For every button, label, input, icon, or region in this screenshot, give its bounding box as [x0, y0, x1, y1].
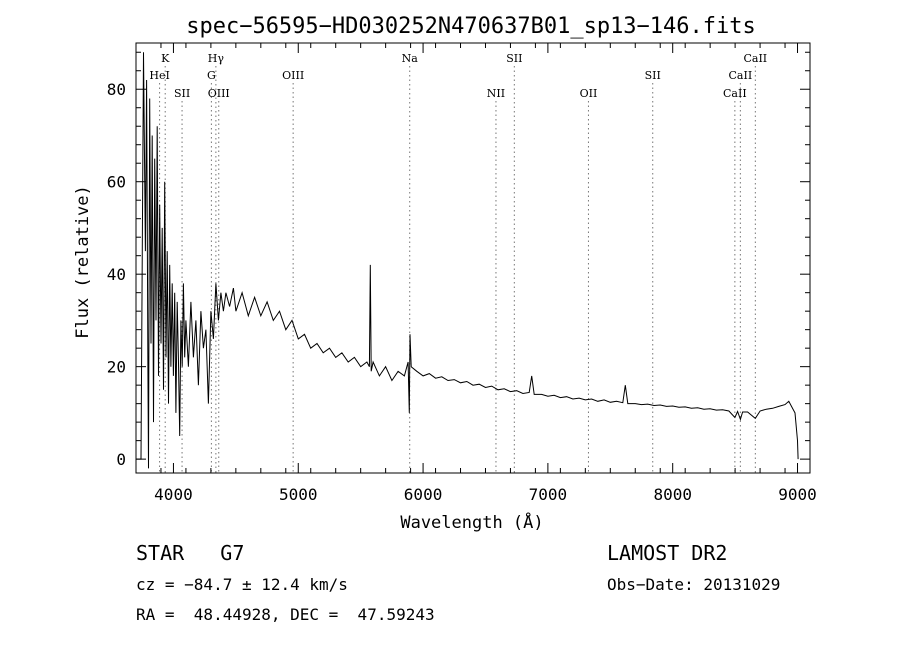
x-tick-label: 6000: [404, 485, 443, 504]
observation-date: Obs−Date: 20131029: [607, 575, 781, 594]
x-tick-label: 5000: [279, 485, 318, 504]
line-marker-label: OIII: [282, 69, 304, 82]
y-tick-label: 40: [107, 265, 126, 284]
spectrum-line: [136, 52, 799, 469]
line-marker-label: Hγ: [208, 52, 225, 65]
line-marker-label: NII: [487, 87, 505, 100]
x-tick-label: 8000: [653, 485, 692, 504]
y-axis-label: Flux (relative): [73, 185, 93, 339]
line-marker-label: Na: [402, 52, 419, 65]
line-marker-label: HeI: [149, 69, 169, 82]
x-tick-label: 9000: [778, 485, 817, 504]
object-subclass: G7: [220, 541, 245, 565]
y-tick-label: 60: [107, 173, 126, 192]
chart-title: spec−56595−HD030252N470637B01_sp13−146.f…: [186, 14, 756, 39]
redshift-velocity: cz = −84.7 ± 12.4 km/s: [136, 575, 348, 594]
object-class: STAR: [136, 541, 185, 565]
line-marker-label: SII: [174, 87, 190, 100]
line-marker-label: OIII: [208, 87, 230, 100]
plot-frame: [135, 42, 811, 474]
x-tick-label: 7000: [529, 485, 568, 504]
line-marker-label: G: [207, 69, 216, 82]
line-marker-label: OII: [580, 87, 598, 100]
y-tick-label: 0: [116, 450, 126, 469]
survey-name: LAMOST DR2: [607, 541, 728, 565]
line-marker-label: CaII: [743, 52, 767, 65]
object-classification: STAR G7: [136, 541, 244, 565]
y-tick-label: 20: [107, 358, 126, 377]
line-marker-label: CaII: [729, 69, 753, 82]
plot-area: K HeI SII Hγ G OIII OIII Na SII NII OII SII CaII CaII…: [107, 42, 817, 504]
ra-dec-coordinates: RA = 48.44928, DEC = 47.59243: [136, 605, 435, 624]
x-axis-label: Wavelength (Å): [400, 511, 543, 533]
line-marker-label: SII: [645, 69, 661, 82]
line-marker-label: SII: [506, 52, 522, 65]
line-marker-label: CaII: [723, 87, 747, 100]
y-tick-label: 80: [107, 80, 126, 99]
x-tick-label: 4000: [154, 485, 193, 504]
line-marker-label: K: [161, 52, 170, 65]
